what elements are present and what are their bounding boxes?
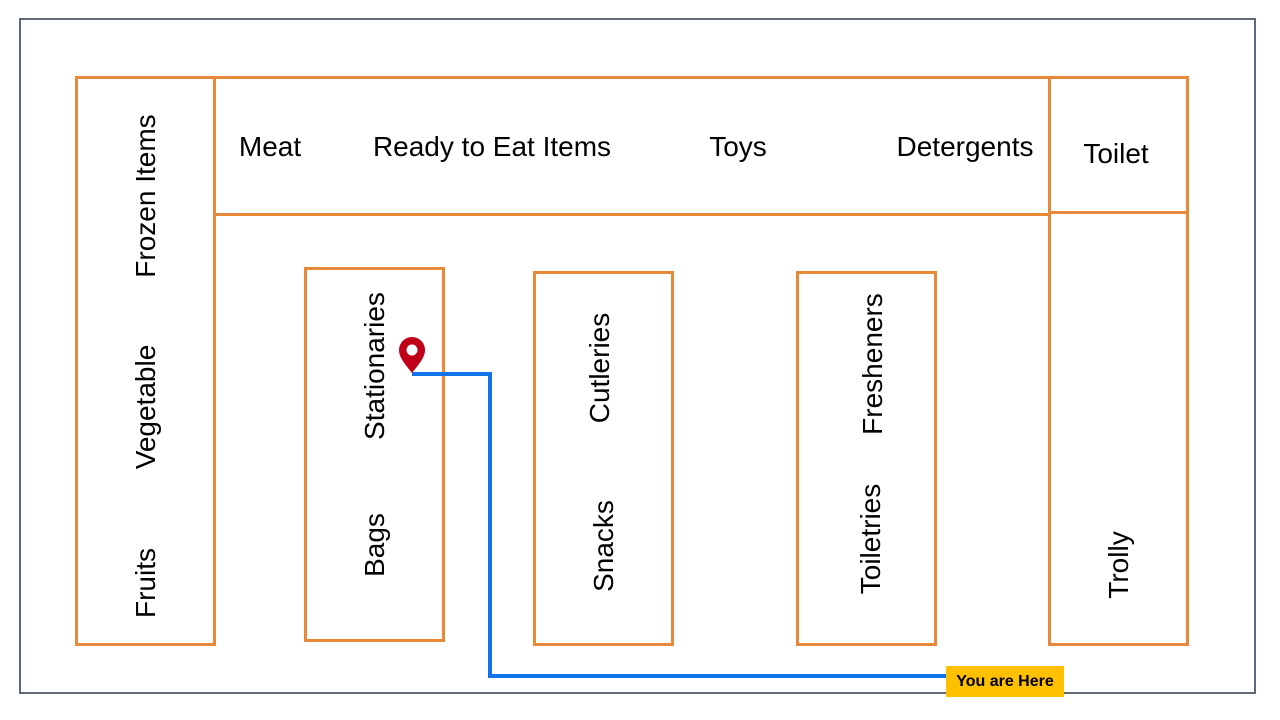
left-aisle — [75, 76, 216, 646]
label-ready-to-eat: Ready to Eat Items — [372, 131, 612, 162]
right-aisle — [1048, 76, 1189, 646]
label-vegetable: Vegetable — [130, 344, 161, 470]
label-fruits: Fruits — [130, 548, 161, 618]
label-frozen-items: Frozen Items — [130, 114, 161, 278]
label-toilet: Toilet — [1083, 138, 1149, 169]
label-detergents: Detergents — [896, 131, 1034, 162]
store-map-frame — [19, 18, 1256, 694]
label-snacks: Snacks — [588, 500, 619, 592]
label-trolly: Trolly — [1103, 531, 1134, 599]
label-cutleries: Cutleries — [584, 312, 615, 424]
label-fresheners: Fresheners — [857, 293, 888, 435]
top-aisle — [213, 76, 1052, 216]
label-toys: Toys — [709, 131, 767, 162]
label-toiletries: Toiletries — [855, 483, 886, 595]
label-bags: Bags — [359, 513, 390, 577]
label-stationaries: Stationaries — [359, 292, 390, 440]
you-are-here-marker: You are Here — [946, 666, 1064, 697]
label-meat: Meat — [238, 131, 302, 162]
right-aisle-divider — [1048, 211, 1189, 214]
